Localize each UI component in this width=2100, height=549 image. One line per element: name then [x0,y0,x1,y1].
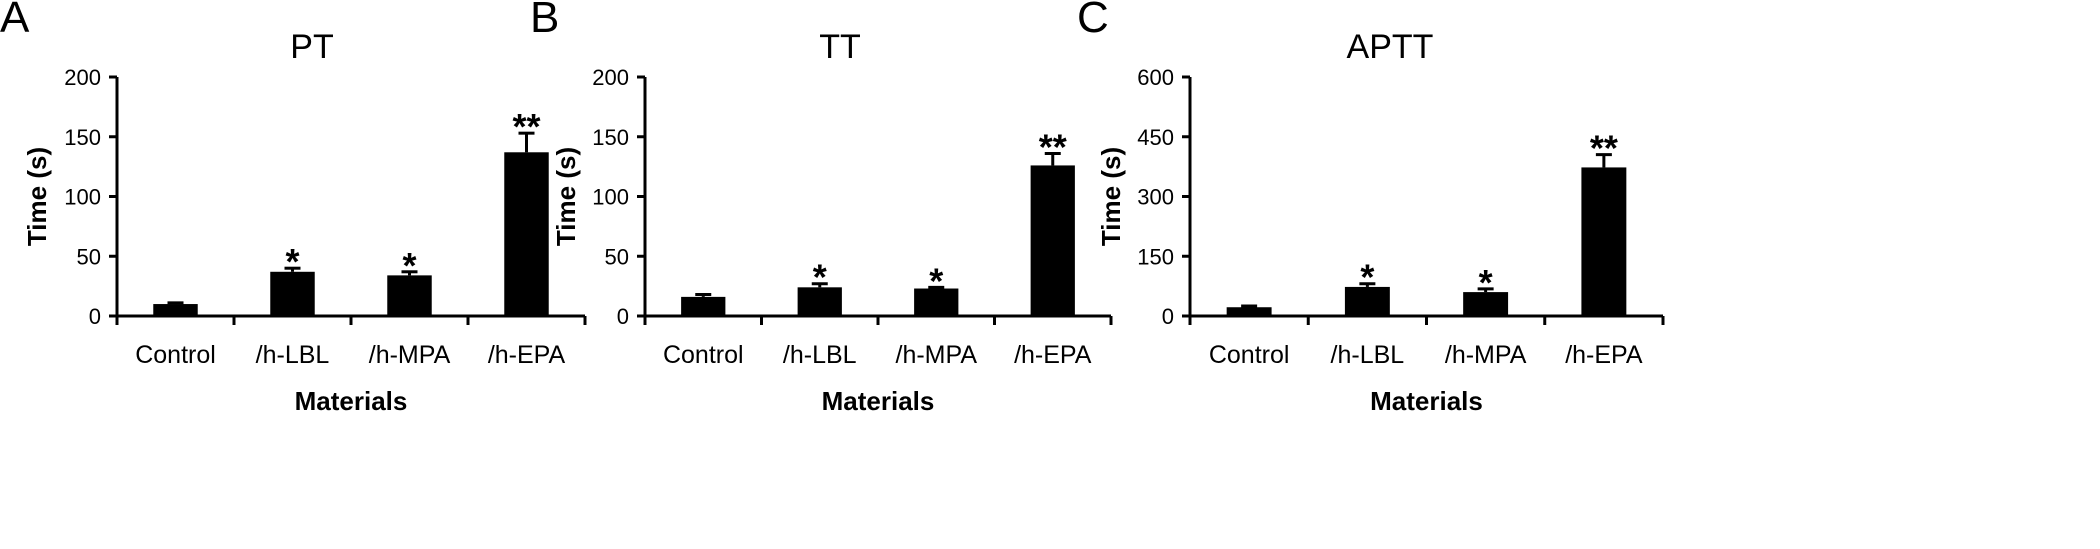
y-axis-label: Time (s) [551,147,581,246]
panel-letter: A [0,0,30,42]
panel-letter: C [1077,0,1109,42]
significance-marker: * [1360,257,1374,298]
significance-marker: * [929,260,943,301]
bar [153,304,198,316]
bar [1344,286,1390,316]
x-tick-label: Control [135,341,216,369]
significance-marker: * [813,257,827,298]
y-tick-label: 600 [1137,65,1174,90]
bar [1463,292,1509,316]
bar [1226,307,1272,316]
y-tick-label: 0 [617,304,629,329]
x-tick-label: /h-MPA [896,341,978,369]
bar [270,271,315,316]
chart-title: APTT [1347,28,1434,66]
x-tick-label: /h-MPA [1445,341,1527,369]
y-tick-label: 150 [64,125,101,150]
significance-marker: ** [1039,126,1067,167]
x-axis-label: Materials [295,386,408,416]
y-tick-label: 150 [592,125,629,150]
x-tick-label: /h-EPA [488,341,566,369]
bar [1030,165,1075,316]
y-tick-label: 200 [64,65,101,90]
chart-title: PT [290,28,333,66]
x-tick-label: /h-EPA [1014,341,1092,369]
x-tick-label: /h-LBL [256,341,330,369]
bar [504,152,549,316]
y-tick-label: 0 [89,304,101,329]
significance-marker: ** [512,106,540,147]
y-tick-label: 150 [1137,244,1174,269]
x-tick-label: /h-EPA [1565,341,1643,369]
x-axis-label: Materials [822,386,935,416]
chart-title: TT [819,28,861,66]
bar [681,296,726,316]
y-tick-label: 200 [592,65,629,90]
x-tick-label: /h-LBL [783,341,857,369]
bar [797,287,842,316]
significance-marker: ** [1590,128,1618,169]
x-tick-label: /h-MPA [369,341,451,369]
x-tick-label: /h-LBL [1331,341,1405,369]
x-axis-label: Materials [1370,386,1483,416]
y-tick-label: 100 [592,185,629,210]
y-tick-label: 100 [64,185,101,210]
chart-panel-b: B TT 0 50 100 150 200 Time (s) Control * /h-LBL * /h… [530,0,1113,416]
y-axis-label: Time (s) [1096,147,1126,246]
y-tick-label: 50 [605,244,629,269]
bar [914,288,959,316]
chart-panel-c: C APTT 0 150 300 450 600 Time (s) Control * /h-LBL… [1077,0,1665,416]
chart-panel-a: A PT 0 50 100 150 200 Time (s) Control * /h-LBL * /h… [0,0,587,416]
panel-letter: B [530,0,559,42]
x-tick-label: Control [1209,341,1290,369]
significance-marker: * [402,245,416,286]
y-tick-label: 300 [1137,185,1174,210]
bar [387,275,432,316]
significance-marker: * [285,241,299,282]
x-tick-label: Control [663,341,744,369]
y-tick-label: 450 [1137,125,1174,150]
y-axis-label: Time (s) [22,147,52,246]
y-tick-label: 0 [1162,304,1174,329]
bar [1581,167,1627,316]
y-tick-label: 50 [77,244,101,269]
significance-marker: * [1479,262,1493,303]
